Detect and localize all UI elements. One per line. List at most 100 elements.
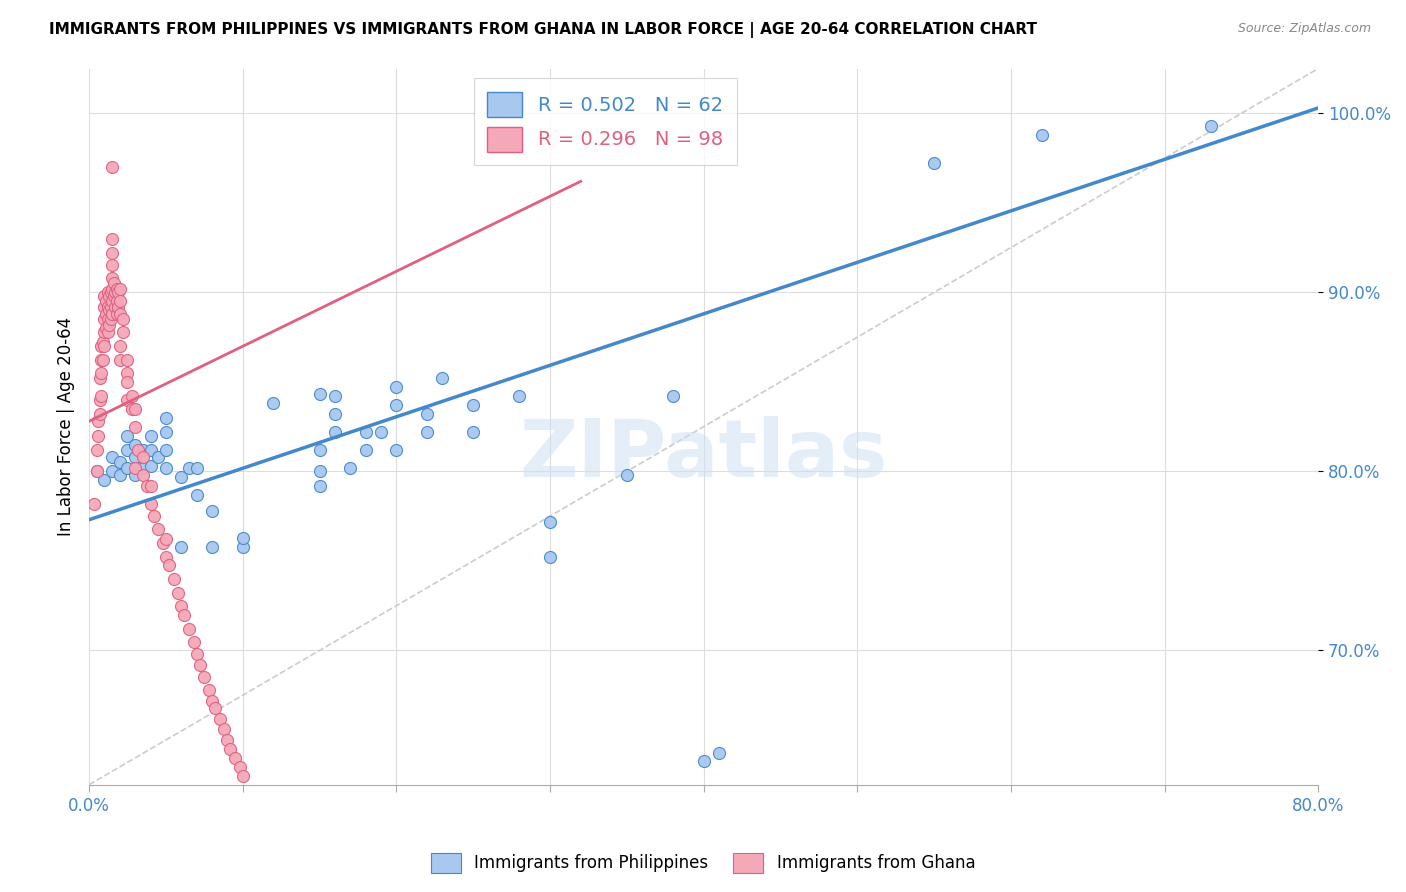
Point xyxy=(208,711,231,725)
Point xyxy=(186,488,208,502)
Point xyxy=(201,504,224,518)
Point xyxy=(155,425,177,439)
Point xyxy=(89,392,111,407)
Point xyxy=(98,318,121,332)
Point xyxy=(108,294,131,309)
Point xyxy=(108,339,131,353)
Point xyxy=(170,599,193,613)
Point xyxy=(87,428,110,442)
Legend: R = 0.502   N = 62, R = 0.296   N = 98: R = 0.502 N = 62, R = 0.296 N = 98 xyxy=(474,78,737,165)
Point xyxy=(89,371,111,385)
Point xyxy=(90,366,112,380)
Point xyxy=(370,425,392,439)
Point xyxy=(100,300,122,314)
Point xyxy=(105,307,128,321)
Point xyxy=(228,760,250,774)
Point xyxy=(124,401,146,416)
Point xyxy=(432,371,454,385)
Point xyxy=(94,321,117,335)
Point xyxy=(101,450,124,464)
Point xyxy=(173,607,195,622)
Point xyxy=(1199,119,1222,133)
Point xyxy=(204,700,226,714)
Point xyxy=(124,419,146,434)
Point xyxy=(662,389,685,403)
Point xyxy=(139,442,162,457)
Point xyxy=(155,442,177,457)
Point xyxy=(104,300,127,314)
Point xyxy=(124,450,146,464)
Point xyxy=(108,455,131,469)
Point xyxy=(96,325,118,339)
Point xyxy=(538,515,561,529)
Point xyxy=(111,312,134,326)
Point xyxy=(117,353,139,368)
Point xyxy=(155,533,177,547)
Point xyxy=(416,425,439,439)
Point xyxy=(232,769,254,783)
Point xyxy=(463,425,485,439)
Point xyxy=(323,389,346,403)
Point xyxy=(308,442,330,457)
Point xyxy=(323,425,346,439)
Point xyxy=(117,366,139,380)
Point xyxy=(98,289,121,303)
Point xyxy=(139,479,162,493)
Point xyxy=(121,401,143,416)
Legend: Immigrants from Philippines, Immigrants from Ghana: Immigrants from Philippines, Immigrants … xyxy=(425,847,981,880)
Point xyxy=(707,746,730,760)
Point xyxy=(538,550,561,565)
Point xyxy=(132,442,155,457)
Point xyxy=(100,285,122,300)
Point xyxy=(104,285,127,300)
Point xyxy=(108,467,131,482)
Point xyxy=(101,282,124,296)
Point xyxy=(117,428,139,442)
Point xyxy=(96,285,118,300)
Text: IMMIGRANTS FROM PHILIPPINES VS IMMIGRANTS FROM GHANA IN LABOR FORCE | AGE 20-64 : IMMIGRANTS FROM PHILIPPINES VS IMMIGRANT… xyxy=(49,22,1038,38)
Point xyxy=(183,634,205,648)
Point xyxy=(127,442,149,457)
Point xyxy=(101,259,124,273)
Point xyxy=(93,474,115,488)
Point xyxy=(201,693,224,707)
Point xyxy=(103,289,125,303)
Point xyxy=(170,540,193,554)
Point xyxy=(117,460,139,475)
Point xyxy=(124,437,146,451)
Point xyxy=(139,458,162,473)
Point xyxy=(167,586,190,600)
Point xyxy=(232,540,254,554)
Point xyxy=(201,540,224,554)
Point xyxy=(262,396,284,410)
Point xyxy=(385,442,408,457)
Point xyxy=(148,522,170,536)
Point xyxy=(94,294,117,309)
Point xyxy=(93,300,115,314)
Point xyxy=(177,622,200,636)
Point xyxy=(193,670,215,684)
Point xyxy=(224,751,246,765)
Point xyxy=(94,307,117,321)
Point xyxy=(86,464,108,478)
Point xyxy=(108,353,131,368)
Point xyxy=(136,479,159,493)
Point xyxy=(91,335,114,350)
Point xyxy=(214,723,236,737)
Point xyxy=(103,277,125,291)
Point xyxy=(93,312,115,326)
Point xyxy=(385,398,408,412)
Point xyxy=(90,339,112,353)
Point xyxy=(416,407,439,421)
Point xyxy=(107,300,129,314)
Point xyxy=(98,303,121,318)
Point xyxy=(354,425,377,439)
Point xyxy=(107,285,129,300)
Point xyxy=(117,442,139,457)
Point xyxy=(117,375,139,389)
Point xyxy=(132,460,155,475)
Point xyxy=(339,460,361,475)
Point xyxy=(100,312,122,326)
Point xyxy=(385,380,408,394)
Point xyxy=(108,282,131,296)
